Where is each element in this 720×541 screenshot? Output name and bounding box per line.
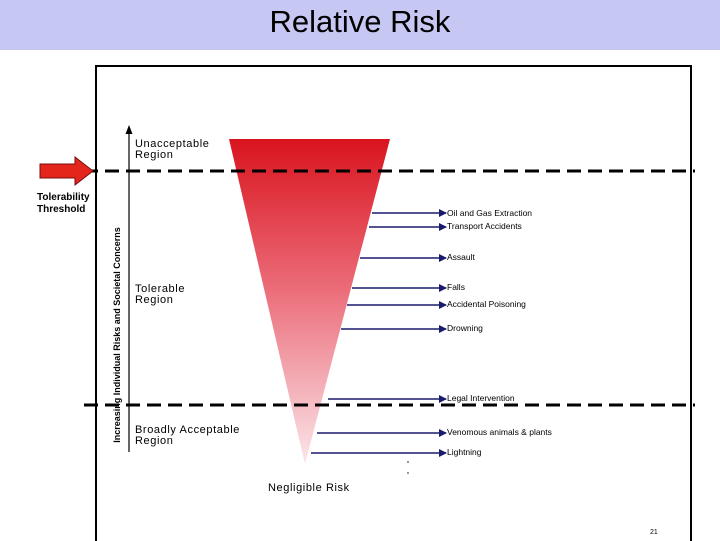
risk-triangle <box>229 139 390 464</box>
pointer-arrows <box>311 209 447 457</box>
region-label-line: Tolerable <box>135 283 186 295</box>
region-label-line: Region <box>135 149 174 161</box>
negligible-risk-label: Negligible Risk <box>268 482 350 494</box>
broadly-acceptable-region-label: Broadly Acceptable Region <box>135 425 240 447</box>
risk-item-label: Legal Intervention <box>447 393 515 403</box>
risk-item-label: Assault <box>447 252 475 262</box>
vertical-axis-arrowhead <box>125 125 133 134</box>
tolerable-region-label: Tolerable Region <box>135 284 185 306</box>
region-label-line: Region <box>135 294 174 306</box>
tolerability-threshold-label: Tolerability Threshold <box>37 192 90 216</box>
risk-item-label: Transport Accidents <box>447 221 522 231</box>
risk-item-label: Lightning <box>447 447 482 457</box>
risk-item-label: Oil and Gas Extraction <box>447 208 533 218</box>
diagram-frame <box>95 65 692 541</box>
threshold-arrow <box>39 155 94 187</box>
title-bar <box>0 0 720 50</box>
region-label-line: Broadly Acceptable <box>135 424 240 436</box>
page-number: 21 <box>650 529 658 536</box>
page-title: Relative Risk <box>269 4 451 39</box>
vertical-axis-label: Increasing Individual Risks and Societal… <box>112 227 122 443</box>
risk-item-label: Drowning <box>447 323 483 333</box>
dot <box>407 472 409 474</box>
unacceptable-region-label: Unacceptable Region <box>135 139 209 161</box>
region-label-line: Unacceptable <box>135 138 210 150</box>
risk-item-label: Venomous animals & plants <box>447 427 552 437</box>
region-label-line: Region <box>135 435 174 447</box>
risk-item-label: Accidental Poisoning <box>447 299 526 309</box>
risk-item-label: Falls <box>447 282 465 292</box>
dot <box>407 461 409 463</box>
threshold-label-line-2: Threshold <box>37 204 86 215</box>
threshold-label-line-1: Tolerability <box>37 192 90 203</box>
